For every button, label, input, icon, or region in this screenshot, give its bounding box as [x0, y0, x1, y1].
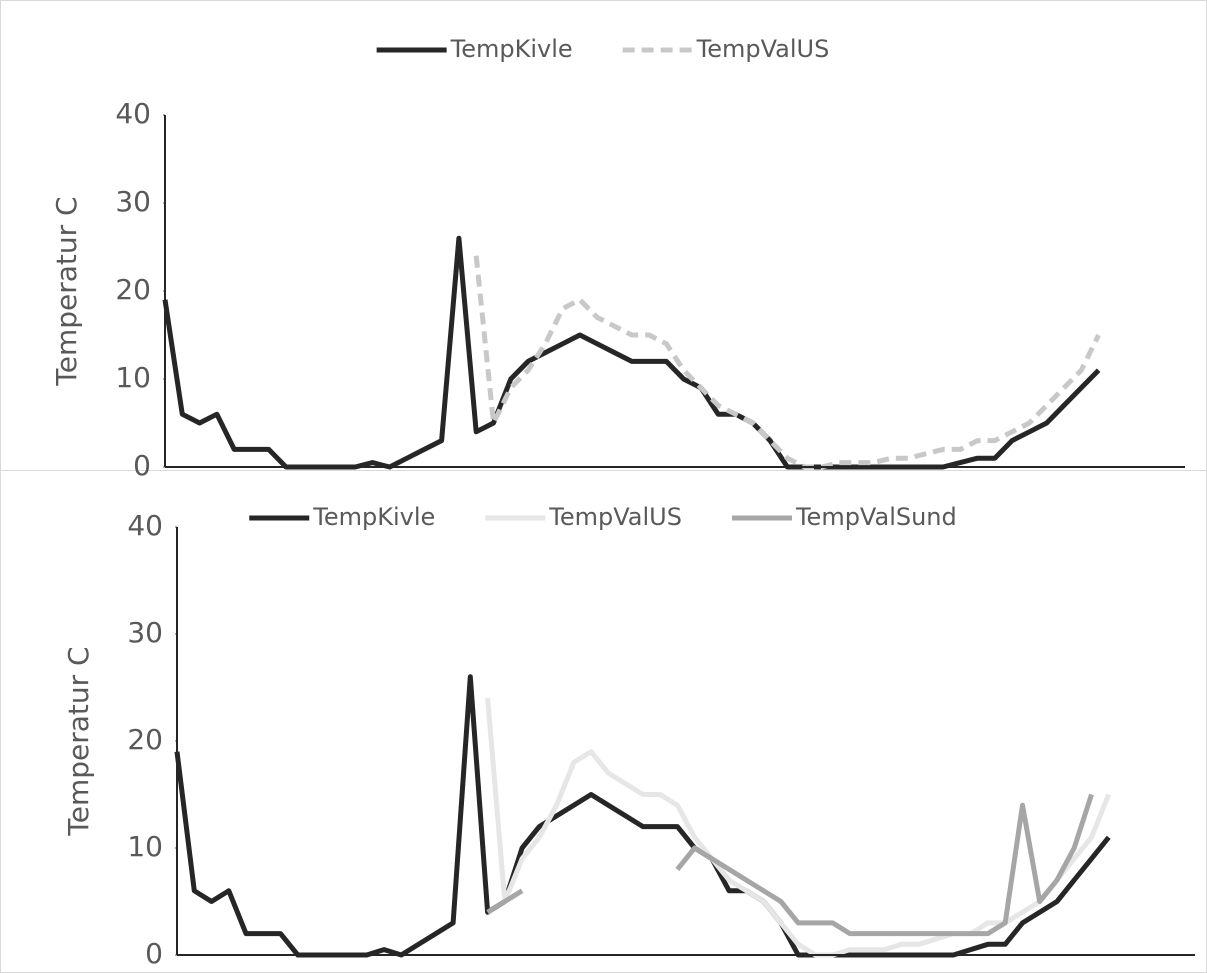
legend-label: TempValUS [696, 35, 830, 63]
panel [0, 0, 1207, 471]
legend-label: TempKivle [450, 35, 573, 63]
series-line [473, 255, 1101, 470]
series-line [486, 793, 1094, 937]
panel [0, 470, 1207, 973]
legend-label: TempValUS [548, 503, 682, 531]
y-tick-label: 40 [115, 97, 151, 130]
legend-label: TempValSund [795, 503, 957, 531]
y-tick-label: 30 [115, 185, 151, 218]
y-tick-label: 10 [127, 830, 163, 863]
y-tick-label: 40 [127, 509, 163, 542]
y-tick-label: 20 [115, 273, 151, 306]
y-axis-title: Temperatur C [50, 196, 83, 386]
y-tick-label: 0 [133, 449, 151, 482]
legend-label: TempKivle [312, 503, 435, 531]
y-tick-label: 0 [145, 937, 163, 970]
y-tick-label: 30 [127, 616, 163, 649]
y-axis-title: Temperatur C [62, 646, 95, 836]
y-tick-label: 20 [127, 723, 163, 756]
y-tick-label: 10 [115, 361, 151, 394]
